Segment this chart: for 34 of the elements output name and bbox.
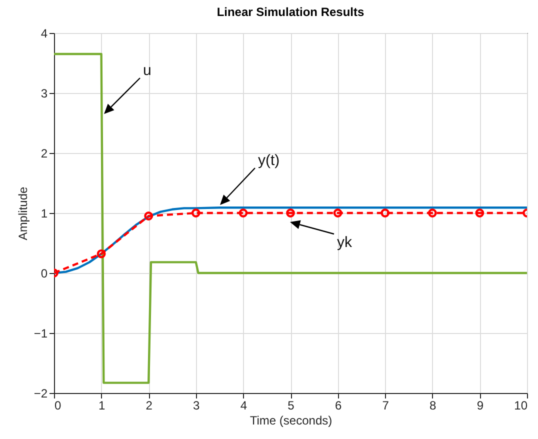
point: [380, 208, 390, 218]
y-axis-title: Amplitude: [16, 186, 30, 240]
y-tick-label: 2: [40, 146, 48, 160]
x-tick-label: 8: [430, 398, 437, 412]
line-series: [54, 52, 527, 384]
point: [144, 212, 154, 220]
chart-title: Linear Simulation Results: [216, 5, 364, 19]
y-tick-label: −1: [34, 326, 48, 340]
x-tick-label: 7: [382, 398, 390, 412]
annotation: u: [143, 62, 152, 79]
point: [238, 208, 248, 218]
x-tick-label: 9: [476, 398, 484, 412]
x-tick-label: 10: [514, 398, 528, 412]
y-tick-label: 3: [40, 86, 48, 100]
x-tick-label: 2: [146, 398, 153, 412]
point: [333, 208, 342, 218]
x-tick-label: 6: [334, 398, 342, 412]
point: [191, 208, 200, 218]
point: [96, 249, 106, 258]
y-tick-label: 4: [40, 26, 48, 40]
x-tick-label: 0: [54, 398, 62, 412]
y-tick-label: 0: [40, 266, 48, 280]
y-tick-label: 1: [40, 206, 48, 220]
point: [286, 208, 295, 218]
annotation: y(t): [258, 152, 280, 169]
y-tick-label: −2: [34, 386, 48, 400]
point: [428, 208, 437, 218]
x-tick-label: 3: [193, 398, 200, 412]
point: [475, 208, 484, 218]
x-tick-label: 4: [240, 398, 248, 412]
x-tick-label: 5: [288, 398, 295, 412]
x-tick-label: 1: [98, 398, 106, 412]
x-axis-title: Time (seconds): [250, 414, 332, 428]
annotation: yk: [337, 234, 352, 251]
